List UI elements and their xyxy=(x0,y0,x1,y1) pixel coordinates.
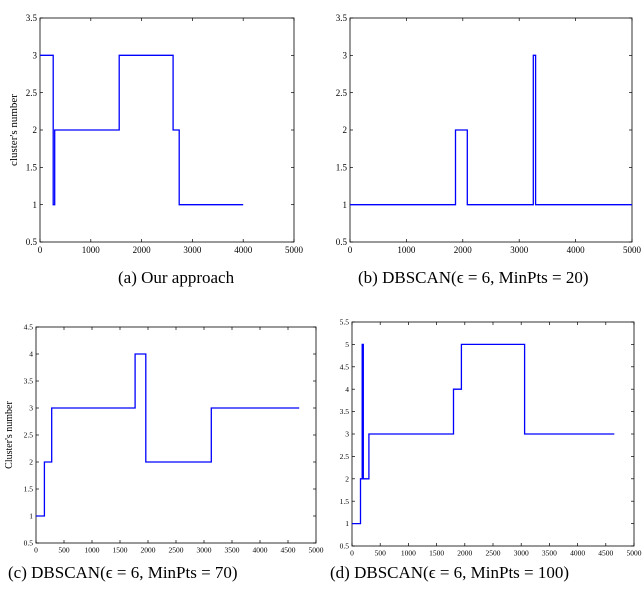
y-tick-label: 3.5 xyxy=(24,377,34,386)
x-tick-label: 3000 xyxy=(197,546,212,555)
x-tick-label: 2000 xyxy=(133,245,152,255)
y-tick-label: 3 xyxy=(343,50,348,60)
y-tick-label: 2 xyxy=(33,125,38,135)
caption-b: (b) DBSCAN(ϵ = 6, MinPts = 20) xyxy=(358,268,589,287)
y-tick-label: 2 xyxy=(343,125,348,135)
x-tick-label: 2000 xyxy=(141,546,156,555)
y-tick-label: 2.5 xyxy=(340,452,350,461)
y-tick-label: 5.5 xyxy=(340,318,350,327)
series-line xyxy=(36,353,300,517)
x-tick-label: 4500 xyxy=(598,549,613,558)
y-tick-label: 1 xyxy=(343,200,348,210)
y-tick-label: 3 xyxy=(29,404,33,413)
x-tick-label: 1500 xyxy=(113,546,128,555)
y-tick-label: 1.5 xyxy=(24,485,34,494)
x-tick-label: 1000 xyxy=(82,245,101,255)
x-tick-label: 5000 xyxy=(285,245,304,255)
y-tick-label: 0.5 xyxy=(336,237,348,247)
caption-d: (d) DBSCAN(ϵ = 6, MinPts = 100) xyxy=(330,563,570,582)
x-tick-label: 3500 xyxy=(542,549,557,558)
y-tick-label: 4.5 xyxy=(340,362,350,371)
series-line xyxy=(352,343,615,525)
y-tick-label: 3 xyxy=(345,430,349,439)
x-tick-label: 4000 xyxy=(570,549,585,558)
y-tick-label: 0.5 xyxy=(26,237,38,247)
x-tick-label: 2500 xyxy=(169,546,184,555)
series-line xyxy=(350,54,632,206)
x-tick-label: 4500 xyxy=(281,546,296,555)
y-axis-label: Cluster's number xyxy=(4,401,15,469)
y-tick-label: 1 xyxy=(29,512,33,521)
chart-a: 0 1000 2000 3000 4000 5000 0.5 1 1.5 2 2.5 3 3.5 clus… xyxy=(8,13,304,255)
plot-frame xyxy=(35,326,317,544)
y-tick-label: 5 xyxy=(345,340,349,349)
x-tick-label: 0 xyxy=(38,245,43,255)
x-tick-label: 4000 xyxy=(567,245,586,255)
y-tick-label: 1 xyxy=(345,519,349,528)
y-tick-label: 1.5 xyxy=(340,497,350,506)
plot-frame xyxy=(349,17,633,243)
caption-a: (a) Our approach xyxy=(118,268,235,287)
y-tick-label: 4 xyxy=(345,385,349,394)
x-tick-label: 0 xyxy=(350,549,354,558)
y-tick-label: 2 xyxy=(29,458,33,467)
y-axis-label: cluster's number xyxy=(8,94,20,166)
x-tick-label: 1500 xyxy=(429,549,444,558)
series-line xyxy=(40,54,244,206)
y-tick-label: 2.5 xyxy=(336,88,348,98)
y-tick-label: 0.5 xyxy=(24,539,34,548)
x-tick-label: 1000 xyxy=(401,549,416,558)
x-tick-label: 3500 xyxy=(225,546,240,555)
x-tick-label: 0 xyxy=(34,546,38,555)
x-tick-label: 1000 xyxy=(85,546,100,555)
y-tick-label: 4.5 xyxy=(24,323,34,332)
y-tick-label: 4 xyxy=(29,350,33,359)
x-tick-label: 1000 xyxy=(397,245,416,255)
y-tick-label: 1.5 xyxy=(26,162,38,172)
y-tick-label: 1 xyxy=(33,200,38,210)
x-tick-label: 2000 xyxy=(457,549,472,558)
y-tick-label: 1.5 xyxy=(336,162,348,172)
x-tick-label: 4000 xyxy=(253,546,268,555)
chart-c: 0 500 1000 1500 2000 2500 3000 3500 4000 4500 5000… xyxy=(4,323,324,555)
y-tick-label: 2.5 xyxy=(26,88,38,98)
x-tick-label: 5000 xyxy=(627,549,642,558)
y-tick-label: 0.5 xyxy=(340,542,350,551)
x-tick-label: 5000 xyxy=(309,546,324,555)
y-tick-label: 2 xyxy=(345,474,349,483)
x-tick-label: 2500 xyxy=(486,549,501,558)
x-tick-label: 4000 xyxy=(234,245,253,255)
y-tick-label: 3.5 xyxy=(340,407,350,416)
y-tick-label: 3 xyxy=(33,50,38,60)
caption-c: (c) DBSCAN(ϵ = 6, MinPts = 70) xyxy=(8,563,238,582)
chart-b: 0 1000 2000 3000 4000 5000 0.5 1 1.5 2 2.5 3 3.5 xyxy=(336,13,642,255)
y-tick-label: 2.5 xyxy=(24,431,34,440)
x-tick-label: 500 xyxy=(58,546,70,555)
x-tick-label: 2000 xyxy=(454,245,473,255)
x-tick-label: 5000 xyxy=(623,245,642,255)
y-tick-label: 3.5 xyxy=(26,13,38,23)
chart-d: 0 500 1000 1500 2000 2500 3000 3500 4000 4500 5000… xyxy=(340,318,642,558)
x-tick-label: 3000 xyxy=(183,245,202,255)
x-tick-label: 3000 xyxy=(510,245,529,255)
y-tick-label: 3.5 xyxy=(336,13,348,23)
x-tick-label: 0 xyxy=(348,245,353,255)
x-tick-label: 500 xyxy=(375,549,387,558)
x-tick-label: 3000 xyxy=(514,549,529,558)
